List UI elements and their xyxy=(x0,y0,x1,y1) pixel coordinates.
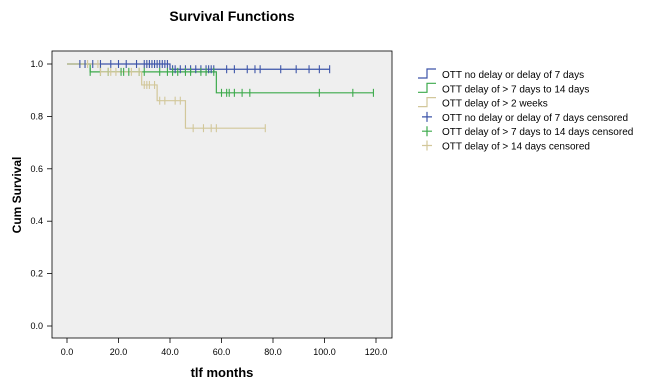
x-tick-label: 120.0 xyxy=(365,347,388,357)
y-tick-label: 0.2 xyxy=(30,269,43,279)
legend: OTT no delay or delay of 7 days OTT delay… xyxy=(418,68,633,153)
legend-label: OTT no delay or delay of 7 days xyxy=(442,70,584,81)
x-tick-label: 40.0 xyxy=(161,347,179,357)
x-axis: 0.0 20.0 40.0 60.0 80.0 100.0 120.0 xyxy=(61,338,388,357)
y-tick-label: 0.6 xyxy=(30,164,43,174)
legend-cross-swatch xyxy=(422,140,432,151)
legend-label: OTT delay of > 7 days to 14 days censore… xyxy=(442,127,633,138)
legend-cross-swatch xyxy=(422,111,432,122)
legend-label: OTT delay of > 2 weeks xyxy=(442,99,548,110)
legend-line-swatch xyxy=(418,68,436,79)
y-tick-label: 0.8 xyxy=(30,111,43,121)
x-axis-label: tlf months xyxy=(191,365,254,379)
y-axis: 0.0 0.2 0.4 0.6 0.8 1.0 xyxy=(30,59,52,331)
y-tick-label: 0.0 xyxy=(30,321,43,331)
x-tick-label: 20.0 xyxy=(110,347,128,357)
censored-markers xyxy=(79,60,374,133)
x-tick-label: 0.0 xyxy=(61,347,74,357)
legend-line-swatch xyxy=(418,97,436,108)
chart-title: Survival Functions xyxy=(169,8,294,24)
legend-label: OTT no delay or delay of 7 days censored xyxy=(442,113,628,124)
y-axis-label: Cum Survival xyxy=(10,157,24,234)
x-tick-label: 100.0 xyxy=(313,347,336,357)
y-tick-label: 1.0 xyxy=(30,59,43,69)
x-tick-label: 80.0 xyxy=(264,347,282,357)
legend-line-swatch xyxy=(418,82,436,93)
legend-cross-swatch xyxy=(422,126,432,137)
legend-label: OTT delay of > 14 days censored xyxy=(442,142,590,153)
x-tick-label: 60.0 xyxy=(213,347,231,357)
legend-label: OTT delay of > 7 days to 14 days xyxy=(442,84,589,95)
y-tick-label: 0.4 xyxy=(30,216,43,226)
plot-area xyxy=(51,50,393,339)
